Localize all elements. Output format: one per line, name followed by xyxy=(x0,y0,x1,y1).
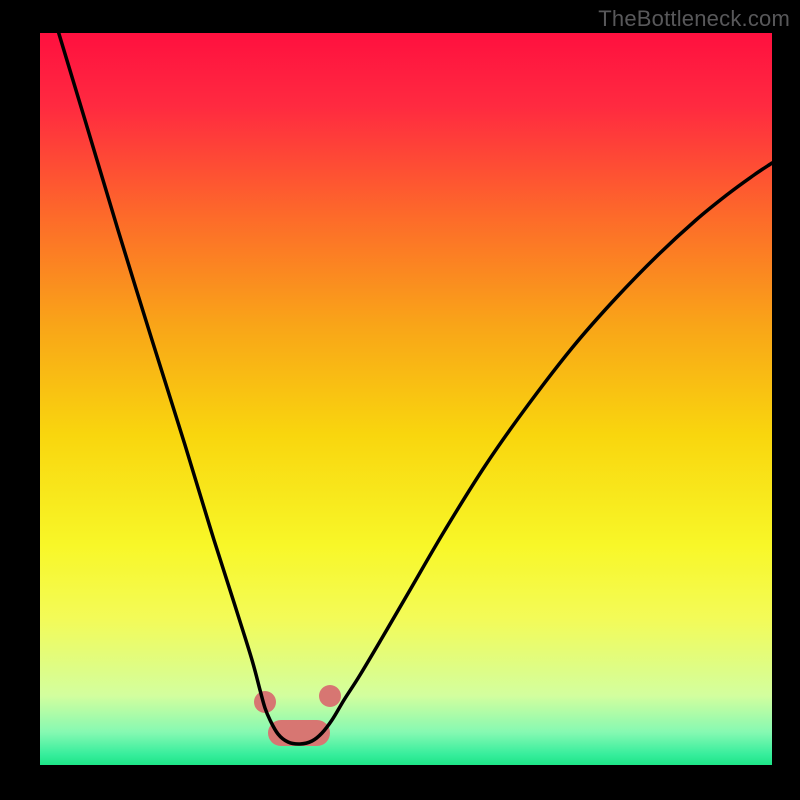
chart-container: TheBottleneck.com xyxy=(0,0,800,800)
watermark-text: TheBottleneck.com xyxy=(598,6,790,32)
bottleneck-curve xyxy=(0,0,800,800)
curve-path xyxy=(56,24,772,744)
